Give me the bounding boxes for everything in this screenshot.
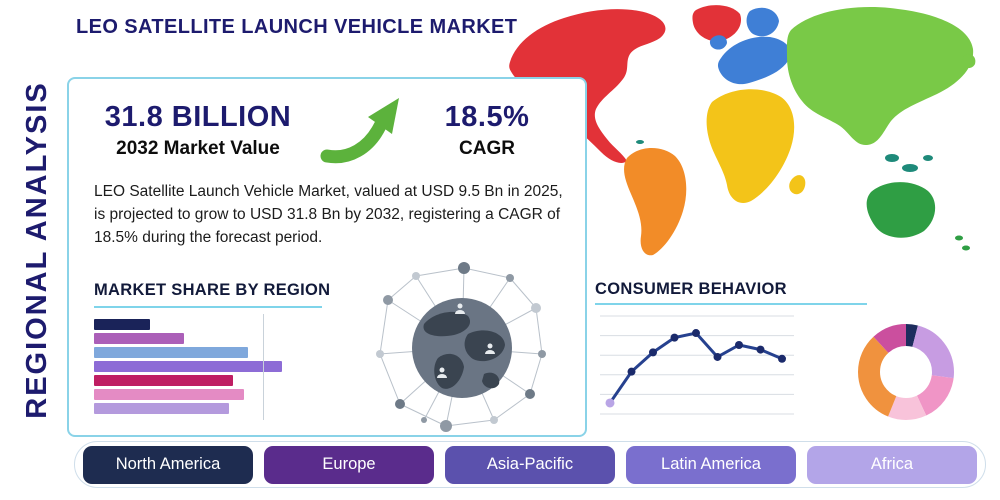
market-share-underline (94, 306, 322, 308)
bar-region-7 (94, 403, 229, 414)
continent-africa (706, 89, 806, 204)
continent-asia (786, 7, 976, 146)
market-share-donut-chart (858, 324, 954, 420)
continent-south-america (624, 147, 687, 256)
donut-slice-4 (858, 324, 954, 420)
bar-region-1 (94, 319, 150, 330)
line-point-4 (670, 333, 679, 342)
bar-region-6 (94, 389, 244, 400)
donut-slice-6 (858, 324, 954, 420)
cagr-value: 18.5% (444, 101, 530, 133)
people-icons (437, 303, 495, 378)
consumer-behavior-line-chart (600, 315, 794, 415)
line-point-1 (605, 398, 615, 408)
region-button-africa[interactable]: Africa (807, 445, 977, 484)
globe-network-illustration (376, 262, 546, 432)
cagr-label: CAGR (459, 138, 515, 159)
market-share-heading: MARKET SHARE BY REGION (94, 281, 331, 299)
market-share-bar-chart (94, 314, 320, 421)
bar-region-3 (94, 347, 248, 358)
network-nodes (376, 262, 546, 432)
island-greenland (692, 5, 742, 42)
line-point-5 (692, 329, 700, 338)
region-button-latin-america[interactable]: Latin America (626, 445, 796, 484)
cagr-stat: 18.5% CAGR (421, 101, 553, 160)
region-button-asia-pacific[interactable]: Asia-Pacific (445, 445, 615, 484)
growth-arrow-icon (320, 98, 399, 164)
region-button-north-america[interactable]: North America (83, 445, 253, 484)
bar-region-2 (94, 333, 184, 344)
side-label-regional-analysis: REGIONAL ANALYSIS (21, 81, 53, 419)
line-point-3 (649, 348, 657, 357)
bar-region-5 (94, 375, 233, 386)
consumer-behavior-heading: CONSUMER BEHAVIOR (595, 280, 787, 298)
bar-chart-gridline (263, 314, 264, 420)
world-map (509, 5, 976, 256)
line-point-7 (735, 341, 743, 349)
consumer-behavior-underline (595, 303, 867, 305)
donut-slice-2 (858, 324, 954, 420)
market-value: 31.8 BILLION (104, 101, 292, 133)
region-button-europe[interactable]: Europe (264, 445, 434, 484)
donut-slice-5 (858, 324, 954, 420)
summary-card: 31.8 BILLION 2032 Market Value 18.5% CAG… (67, 77, 587, 437)
page-title: LEO SATELLITE LAUNCH VEHICLE MARKET (76, 16, 518, 38)
trend-line (608, 331, 784, 405)
region-buttons-bar: North America Europe Asia-Pacific Latin Ame… (74, 441, 986, 488)
continent-europe (709, 7, 791, 85)
continent-australia (866, 182, 970, 251)
market-description: LEO Satellite Launch Vehicle Market, val… (94, 183, 563, 246)
line-point-9 (778, 354, 786, 363)
line-point-2 (627, 367, 636, 376)
bar-region-4 (94, 361, 282, 372)
line-point-6 (713, 352, 722, 361)
market-value-stat: 31.8 BILLION 2032 Market Value (83, 101, 313, 160)
continent-north-america (509, 9, 666, 163)
islands-southeast-asia (636, 140, 933, 172)
market-value-label: 2032 Market Value (116, 138, 280, 159)
line-point-8 (756, 345, 765, 354)
